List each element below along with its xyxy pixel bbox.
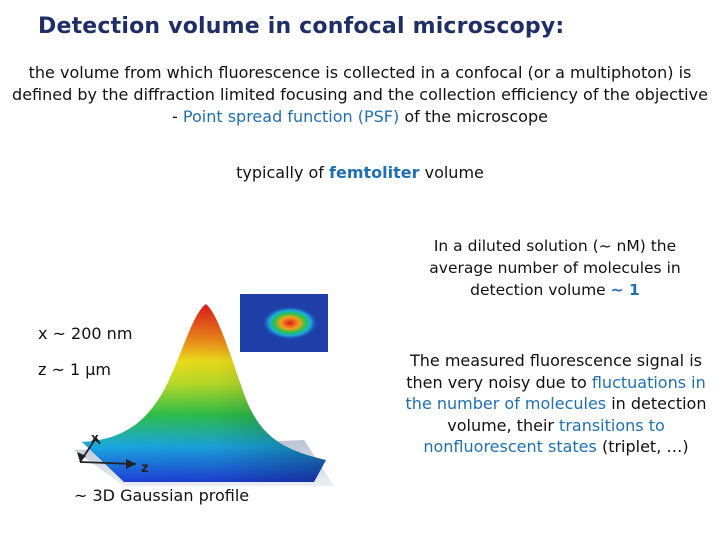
psf-spot — [262, 306, 318, 340]
noise-text-2: in detection volume, their — [447, 394, 707, 435]
z-axis-arrow — [77, 452, 86, 462]
page-title: Detection volume in confocal microscopy: — [38, 14, 565, 39]
psf-inset-image — [240, 294, 328, 352]
noise-explanation: The measured fluorescence signal is then… — [398, 350, 714, 458]
z-size-label: z ~ 1 μm — [38, 360, 112, 379]
intro-paragraph: the volume from which fluorescence is co… — [8, 62, 712, 128]
typical-volume-line: typically of femtoliter volume — [0, 163, 720, 182]
noise-text-3: (triplet, …) — [596, 437, 689, 456]
psf-surface-plot: x z — [74, 304, 334, 486]
gaussian-profile-caption: ~ 3D Gaussian profile — [74, 486, 250, 505]
typical-text: typically of — [236, 163, 330, 182]
x-size-label: x ~ 200 nm — [38, 324, 133, 343]
intro-text: the volume from which fluorescence is co… — [12, 63, 708, 126]
dilute-solution-note: In a diluted solution (~ nM) the average… — [402, 235, 708, 301]
fluctuation-highlight: fluctuations in the number of molecules — [405, 372, 706, 414]
x-axis-line — [95, 437, 101, 445]
dilute-text: In a diluted solution (~ nM) the average… — [429, 237, 681, 299]
transition-highlight: transitions to nonfluorescent states — [423, 415, 665, 457]
peak-shading — [82, 304, 326, 482]
axis-label-x: x — [91, 431, 99, 445]
noise-text-1: The measured fluorescence signal is then… — [406, 351, 702, 392]
femtoliter-highlight: femtoliter — [329, 163, 420, 182]
axis-label-z: z — [141, 461, 149, 476]
psf-highlight: Point spread function (PSF) — [182, 107, 400, 126]
intro-text-end: of the microscope — [399, 107, 548, 126]
molecule-count-highlight: ~ 1 — [610, 281, 640, 299]
typical-text-end: volume — [419, 163, 484, 182]
axis-arrow — [126, 459, 136, 469]
